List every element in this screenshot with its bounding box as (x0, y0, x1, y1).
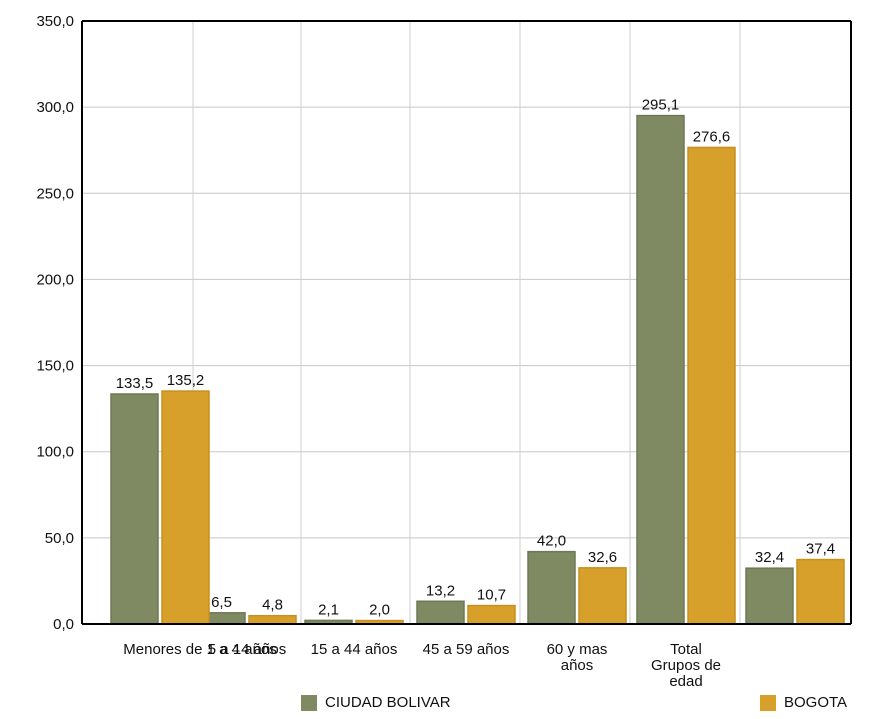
bar-bogota (248, 614, 297, 625)
y-tick-label: 0,0 (53, 616, 74, 633)
x-category-label: Menores de 1 a 4 años (123, 641, 276, 658)
y-tick-label: 250,0 (36, 185, 74, 202)
value-label-ciudad-bolivar: 133,5 (116, 375, 154, 392)
value-label-bogota: 135,2 (167, 372, 205, 389)
legend-item-ciudad-bolivar-swatch (301, 695, 317, 711)
value-label-bogota: 37,4 (806, 541, 835, 558)
x-category-label: 5 a 14 años (208, 641, 286, 658)
y-tick-label: 150,0 (36, 358, 74, 375)
x-category-label: Total Grupos de edad (651, 641, 721, 690)
value-label-ciudad-bolivar: 32,4 (755, 549, 784, 566)
legend-item-bogota-label: BOGOTA (784, 694, 847, 711)
bar-bogota (578, 567, 627, 625)
x-category-label: 60 y mas años (547, 641, 608, 674)
value-label-bogota: 32,6 (588, 549, 617, 566)
bar-bogota (687, 146, 736, 625)
value-label-ciudad-bolivar: 2,1 (318, 601, 339, 618)
y-tick-label: 350,0 (36, 13, 74, 30)
bar-ciudad-bolivar (527, 550, 576, 625)
legend-item-ciudad-bolivar-label: CIUDAD BOLIVAR (325, 694, 451, 711)
value-label-ciudad-bolivar: 42,0 (537, 533, 566, 550)
value-label-ciudad-bolivar: 13,2 (426, 582, 455, 599)
value-label-bogota: 4,8 (262, 597, 283, 614)
value-label-ciudad-bolivar: 6,5 (211, 594, 232, 611)
y-tick-label: 100,0 (36, 444, 74, 461)
bar-ciudad-bolivar (110, 393, 159, 625)
value-label-ciudad-bolivar: 295,1 (642, 97, 680, 114)
x-category-label: 45 a 59 años (423, 641, 510, 658)
bar-bogota (467, 604, 516, 625)
value-label-bogota: 2,0 (369, 602, 390, 619)
legend-item-bogota-swatch (760, 695, 776, 711)
bar-ciudad-bolivar (745, 567, 794, 625)
bar-ciudad-bolivar (416, 600, 465, 625)
bar-bogota (161, 390, 210, 625)
y-tick-label: 50,0 (45, 530, 74, 547)
value-label-bogota: 10,7 (477, 587, 506, 604)
x-category-label: 15 a 44 años (311, 641, 398, 658)
bar-bogota (796, 558, 845, 625)
y-tick-label: 300,0 (36, 99, 74, 116)
y-tick-label: 200,0 (36, 271, 74, 288)
bar-ciudad-bolivar (636, 114, 685, 625)
value-label-bogota: 276,6 (693, 128, 731, 145)
